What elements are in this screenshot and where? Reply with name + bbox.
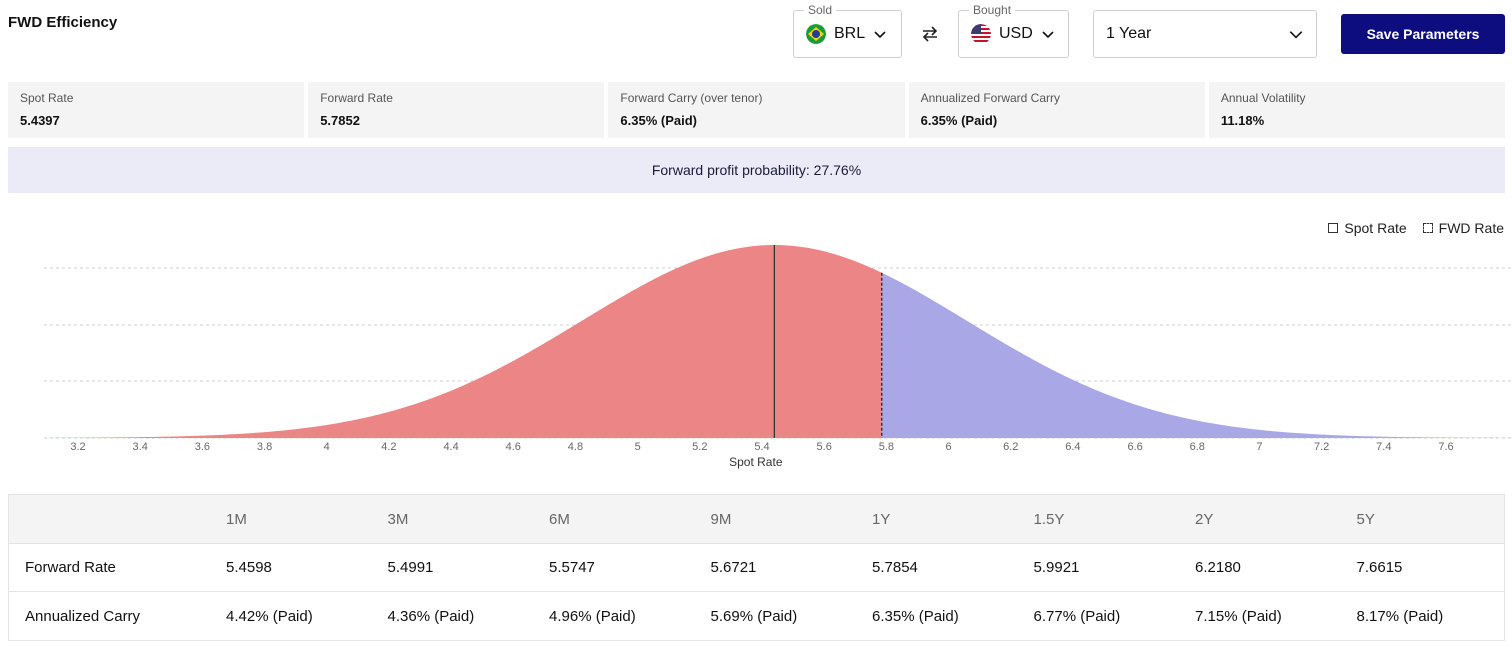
x-tick-label: 5.4 [754,441,769,453]
stat-forward-rate: Forward Rate 5.7852 [308,82,605,138]
loss-area [44,245,882,438]
table-header-cell: 3M [387,510,409,528]
bought-currency-label: USD [999,25,1033,42]
x-tick-label: 6.2 [1003,441,1018,453]
x-tick-label: 7.2 [1314,441,1329,453]
x-tick-label: 4.8 [568,441,583,453]
stat-label: Spot Rate [20,91,74,105]
table-cell: 4.36% (Paid) [387,607,475,625]
x-tick-label: 7 [1256,441,1262,453]
sold-legend: Sold [804,4,837,16]
x-tick-label: 3.2 [70,441,85,453]
brazil-flag-icon [806,24,826,44]
x-tick-label: 6.4 [1065,441,1080,453]
table-header-cell: 6M [549,510,570,528]
x-tick-label: 4.6 [506,441,521,453]
bought-legend: Bought [969,4,1016,16]
stat-forward-carry: Forward Carry (over tenor) 6.35% (Paid) [608,82,905,138]
stat-spot-rate: Spot Rate 5.4397 [8,82,305,138]
x-axis-label: Spot Rate [729,455,783,469]
table-header-cell: 5Y [1356,510,1375,528]
table-cell: 6.77% (Paid) [1033,607,1121,625]
x-tick-label: 4.2 [381,441,396,453]
bought-currency-select[interactable]: Bought USD [958,4,1069,58]
stat-value: 11.18% [1220,113,1265,128]
table-row: Forward Rate 5.4598 5.4991 5.5747 5.6721… [9,544,1504,592]
x-tick-label: 5.8 [879,441,894,453]
us-flag-icon [971,24,991,44]
table-cell: 5.6721 [710,559,757,576]
sold-currency-select[interactable]: Sold BRL [793,4,902,58]
chevron-down-icon [1042,31,1054,39]
table-cell: 8.17% (Paid) [1356,607,1444,625]
stat-label: Annualized Forward Carry [920,91,1060,105]
table-cell: 6.2180 [1195,559,1241,576]
legend-spot-rate[interactable]: Spot Rate [1328,220,1407,236]
save-parameters-button[interactable]: Save Parameters [1341,14,1505,54]
chevron-down-icon [1289,31,1303,39]
distribution-chart: 3.2 3.4 3.6 3.8 4 4.2 4.4 4.6 4.8 5 5.2 5.4 5.6 5.8 6 6… [44,245,1512,469]
dashed-line-swatch [1422,223,1433,233]
table-header-cell: 2Y [1195,510,1214,528]
x-tick-label: 5 [635,441,641,453]
x-tick-label: 3.4 [133,441,148,453]
table-header-cell: 9M [710,510,732,528]
x-tick-label: 6.8 [1190,441,1205,453]
table-cell: 7.15% (Paid) [1195,607,1282,625]
table-cell: 5.4991 [387,559,434,576]
table-cell: 6.35% (Paid) [872,607,959,625]
stat-label: Forward Carry (over tenor) [620,91,763,105]
x-tick-label: 4 [324,441,330,453]
x-tick-label: 5.6 [817,441,832,453]
page-title: FWD Efficiency [8,14,118,31]
stat-value: 6.35% (Paid) [620,113,697,128]
table-cell: 5.9921 [1033,559,1080,576]
table-cell: 5.69% (Paid) [710,607,798,625]
legend-label: Spot Rate [1344,220,1407,236]
stat-value: 6.35% (Paid) [920,113,998,128]
stat-annualized-carry: Annualized Forward Carry 6.35% (Paid) [908,82,1205,138]
x-tick-label: 5.2 [692,441,707,453]
stat-value: 5.7852 [320,113,360,128]
x-tick-label: 7.4 [1376,441,1391,453]
legend-fwd-rate[interactable]: FWD Rate [1422,220,1504,236]
x-tick-label: 3.6 [195,441,210,453]
table-row: Annualized Carry 4.42% (Paid) 4.36% (Pai… [9,592,1504,640]
row-label: Annualized Carry [25,607,141,625]
stat-label: Forward Rate [320,91,393,105]
table-cell: 7.6615 [1356,559,1403,576]
legend-label: FWD Rate [1438,220,1504,236]
table-cell: 4.42% (Paid) [226,607,313,625]
table-header-cell: 1Y [872,510,891,528]
row-label: Forward Rate [25,559,116,576]
table-cell: 4.96% (Paid) [549,607,636,625]
tenor-table: 1M 3M 6M 9M 1Y 1.5Y 2Y 5Y Forward Rate 5… [8,494,1505,641]
x-tick-label: 4.4 [443,441,458,453]
period-select[interactable]: 1 Year [1093,10,1317,58]
x-tick-label: 3.8 [257,441,272,453]
sold-currency-label: BRL [834,25,866,42]
table-cell: 5.7854 [872,559,918,576]
table-cell: 5.5747 [549,559,595,576]
stat-value: 5.4397 [20,113,60,128]
swap-icon[interactable] [918,22,942,46]
table-cell: 5.4598 [226,559,272,576]
x-tick-label: 7.6 [1438,441,1453,453]
profit-probability-banner: Forward profit probability: 27.76% [8,147,1505,193]
table-header-cell: 1M [226,510,247,528]
stat-label: Annual Volatility [1220,91,1306,105]
stat-annual-volatility: Annual Volatility 11.18% [1208,82,1506,138]
x-tick-label: 6 [945,441,951,453]
period-value: 1 Year [1106,25,1152,42]
table-header-row: 1M 3M 6M 9M 1Y 1.5Y 2Y 5Y [9,495,1504,544]
solid-line-swatch [1328,223,1339,233]
table-header-cell: 1.5Y [1033,510,1065,528]
stats-bar: Spot Rate 5.4397 Forward Rate 5.7852 For… [8,82,1506,138]
profit-area [881,272,1512,438]
chart-legend: Spot Rate FWD Rate [1328,220,1504,236]
x-tick-label: 6.6 [1127,441,1142,453]
chevron-down-icon [874,31,886,39]
